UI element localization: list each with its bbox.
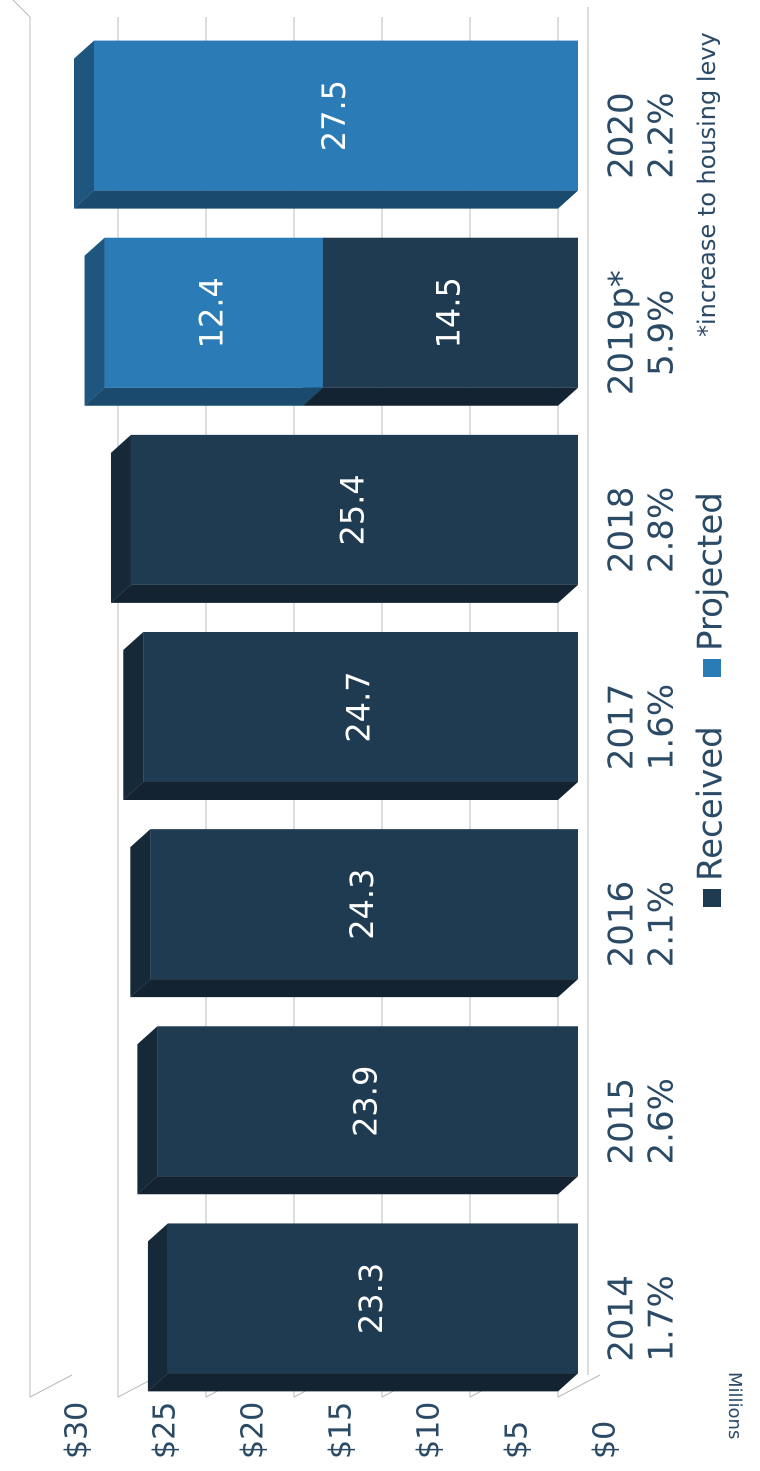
x-tick-label: 2014	[602, 1275, 642, 1362]
bar-top	[123, 632, 144, 800]
bar-side	[302, 387, 578, 406]
bar	[157, 1026, 579, 1177]
x-tick-note: 1.7%	[642, 1275, 682, 1361]
x-tick-label: 2016	[602, 881, 642, 968]
bar-side	[137, 1176, 578, 1195]
y-tick-label: $30	[60, 1402, 95, 1459]
x-tick-label: 2018	[602, 487, 642, 574]
grid-depth-line	[557, 1374, 601, 1398]
bar-top	[74, 40, 94, 209]
bar	[143, 632, 578, 782]
y-tick-label: $5	[500, 1421, 535, 1459]
data-label: 25.4	[333, 474, 371, 545]
x-tick-note: 1.6%	[642, 684, 682, 770]
x-tick-label: 2015	[602, 1078, 642, 1165]
x-tick-note: 2.6%	[642, 1078, 682, 1164]
data-label: 12.4	[193, 277, 231, 348]
y-tick-label: $10	[412, 1402, 447, 1459]
data-label: 14.5	[429, 277, 467, 348]
bar-top	[130, 829, 151, 998]
bar-side	[130, 979, 578, 998]
data-label: 24.3	[343, 869, 381, 940]
x-tick-label: 2017	[602, 684, 642, 771]
data-label: 24.7	[340, 671, 378, 742]
footnote: *increase to housing levy	[693, 32, 721, 337]
legend-swatch	[703, 659, 721, 677]
bar-side	[84, 387, 323, 406]
bar-top	[110, 434, 131, 603]
data-label: 23.3	[352, 1263, 390, 1334]
legend-label: Projected	[691, 492, 731, 651]
bar-top	[147, 1223, 168, 1392]
chart-frame: $0 $5 $10 $15 $20 $25 $30 Millions 2014 1.7% 23.3 2…	[0, 0, 745, 1459]
bar	[130, 434, 579, 585]
y-tick-label: $20	[236, 1402, 271, 1459]
bar-side	[110, 584, 578, 603]
bar-top	[137, 1026, 158, 1195]
data-label: 23.9	[347, 1066, 385, 1137]
y-tick-label: $25	[148, 1402, 183, 1459]
back-wall-line	[0, 0, 31, 18]
legend-swatch	[703, 889, 721, 907]
bar	[94, 40, 578, 191]
y-tick-label: $0	[588, 1421, 623, 1459]
y-tick-label: $15	[324, 1402, 359, 1459]
x-tick-note: 2.8%	[642, 487, 682, 573]
x-tick-label: 2020	[602, 92, 642, 179]
bar-side	[123, 782, 578, 800]
bar	[104, 237, 323, 388]
x-tick-note: 2.1%	[642, 881, 682, 967]
bar-side	[74, 190, 578, 209]
bar	[150, 829, 578, 980]
bar	[167, 1223, 578, 1374]
x-tick-note: 5.9%	[642, 290, 682, 376]
bar	[322, 237, 578, 388]
grid-depth-line	[29, 1374, 73, 1398]
x-tick-note: 2.2%	[642, 92, 682, 178]
data-label: 27.5	[315, 80, 353, 151]
legend-label: Received	[691, 726, 731, 881]
bar-top	[84, 237, 105, 406]
x-tick-label: 2019p*	[602, 270, 642, 395]
bar-side	[147, 1373, 578, 1392]
y-axis-label: Millions	[724, 1372, 745, 1439]
